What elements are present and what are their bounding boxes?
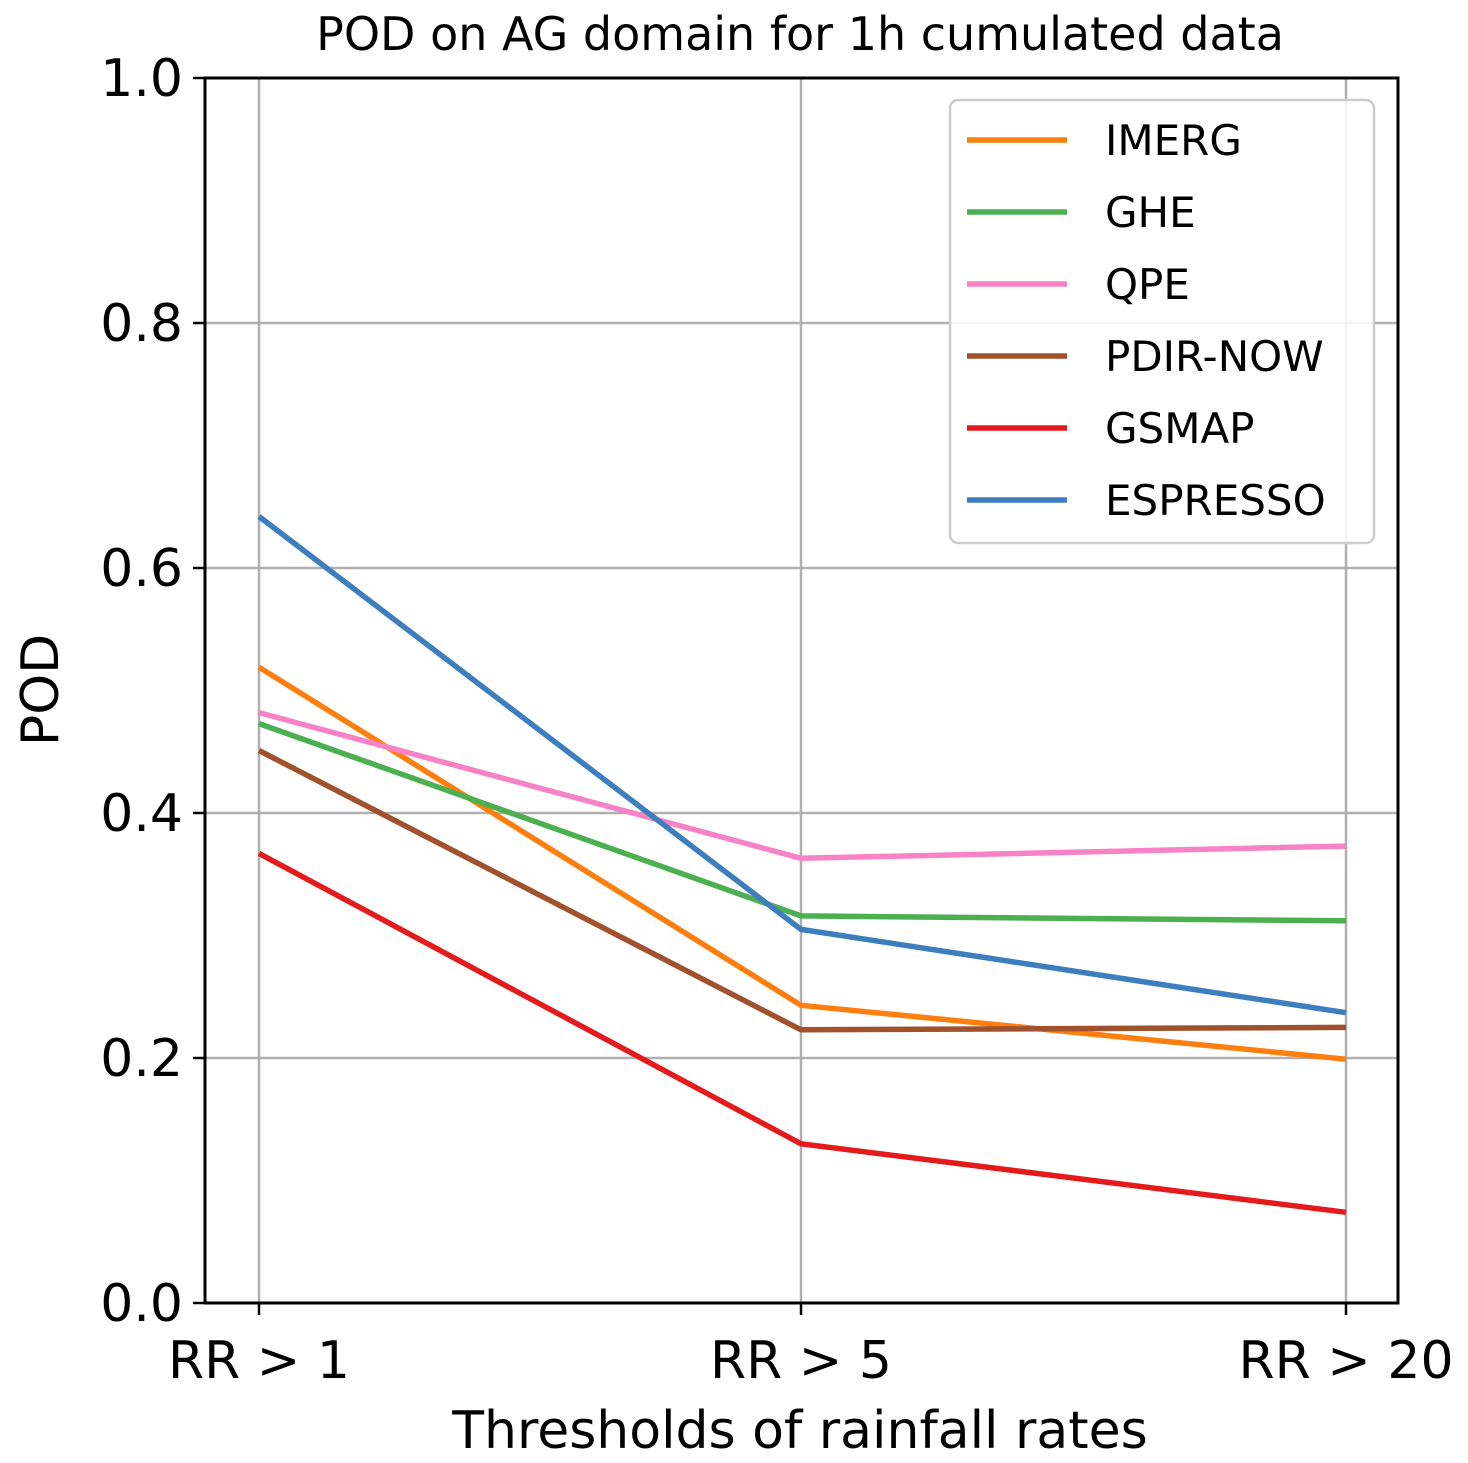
y-axis-ticks: 0.0 0.2 0.4 0.6 0.8 1.0 (100, 49, 205, 1334)
x-tick-label: RR > 20 (1238, 1331, 1453, 1391)
series-line-gsmap (257, 850, 1347, 1216)
legend-label: IMERG (1105, 116, 1242, 165)
y-tick-label: 0.6 (100, 539, 183, 599)
series-line-pdir-now (257, 748, 1347, 1033)
x-axis-label: Thresholds of rainfall rates (451, 1401, 1148, 1461)
y-tick-label: 0.2 (100, 1029, 183, 1089)
legend-label: QPE (1105, 260, 1190, 309)
series-lines (257, 514, 1347, 1216)
y-axis-label: POD (11, 634, 71, 746)
x-tick-label: RR > 5 (710, 1331, 892, 1391)
y-tick-label: 0.8 (100, 294, 183, 354)
legend-label: PDIR-NOW (1105, 332, 1324, 381)
series-line-ghe (258, 721, 1347, 924)
series-line-espresso (257, 514, 1347, 1016)
chart-title: POD on AG domain for 1h cumulated data (316, 7, 1284, 61)
legend-label: GHE (1105, 188, 1196, 237)
x-tick-label: RR > 1 (168, 1331, 350, 1391)
legend-label: ESPRESSO (1105, 476, 1326, 525)
series-line-qpe (258, 709, 1347, 862)
legend-label: GSMAP (1105, 404, 1255, 453)
x-axis-ticks: RR > 1 RR > 5 RR > 20 (168, 1303, 1454, 1391)
y-tick-label: 1.0 (100, 49, 183, 109)
series-line-imerg (257, 664, 1347, 1062)
y-tick-label: 0.4 (100, 784, 183, 844)
legend: IMERG GHE QPE PDIR-NOW GSMAP ESPRESSO (948, 98, 1376, 545)
y-tick-label: 0.0 (100, 1274, 183, 1334)
